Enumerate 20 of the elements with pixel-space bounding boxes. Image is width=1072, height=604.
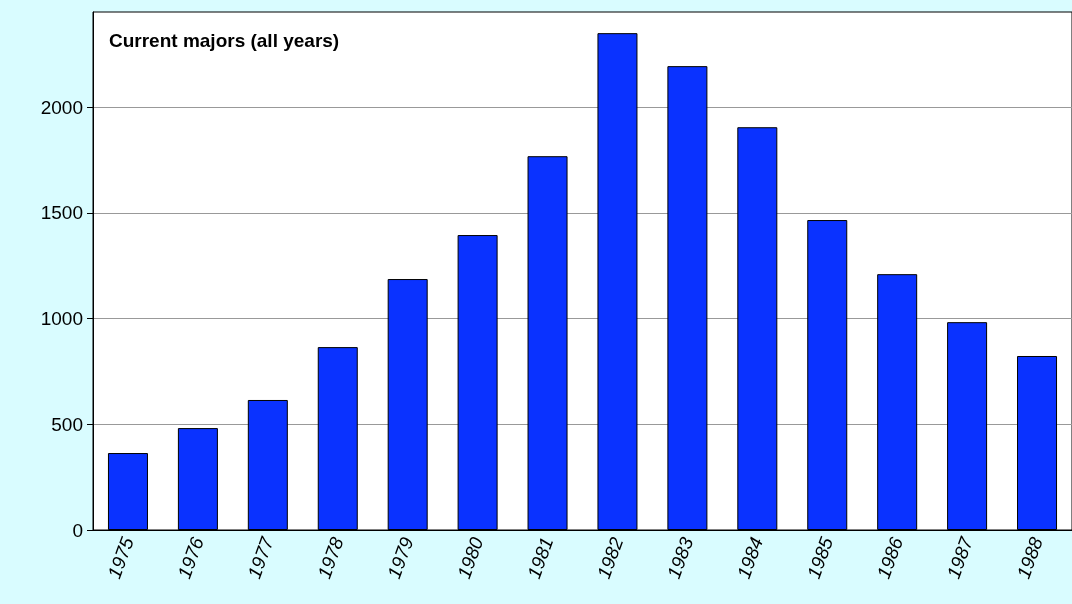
x-tick-label: 1977 — [243, 533, 279, 582]
y-tick-label: 2000 — [40, 96, 83, 118]
x-tick-label: 1987 — [942, 533, 978, 582]
y-tick-label: 0 — [72, 519, 83, 541]
x-tick-label: 1975 — [103, 534, 138, 582]
x-tick-label: 1982 — [593, 534, 628, 582]
x-tick-label: 1976 — [173, 534, 208, 582]
x-tick-label: 1981 — [523, 534, 558, 582]
x-tick-label: 1983 — [663, 534, 698, 582]
text: Current majors (all years) — [109, 30, 340, 51]
y-tick-label: 500 — [51, 413, 83, 435]
x-tick-label: 1979 — [383, 534, 418, 582]
x-tick-label: 1984 — [733, 534, 768, 582]
x-tick-label: 1985 — [802, 534, 838, 582]
x-tick-label: 1978 — [313, 534, 348, 582]
y-tick-label: 1500 — [40, 202, 83, 224]
x-tick-label: 1988 — [1012, 534, 1048, 582]
x-tick-label: 1980 — [453, 534, 488, 582]
x-tick-label: 1986 — [872, 534, 908, 582]
y-tick-label: 1000 — [40, 308, 83, 330]
